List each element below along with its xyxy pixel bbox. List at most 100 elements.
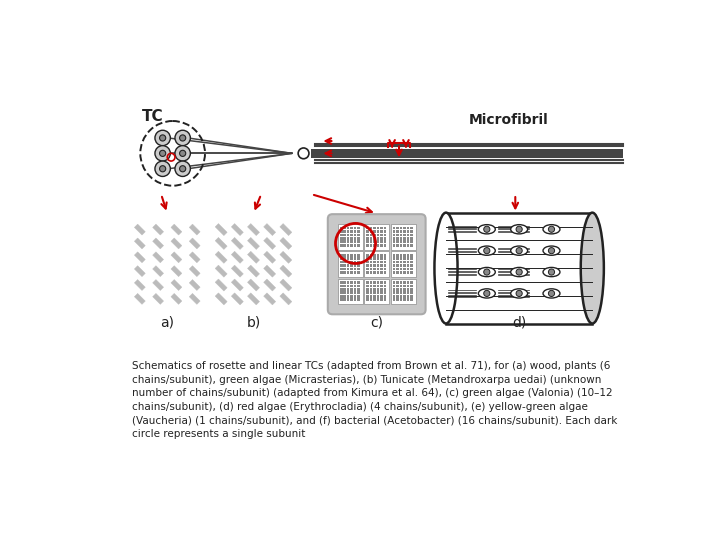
Polygon shape [248, 224, 259, 235]
Bar [403, 234, 406, 237]
Bar [357, 230, 360, 233]
Bar [343, 237, 346, 240]
Bar [370, 299, 372, 301]
Bar [347, 261, 349, 264]
Bar [392, 257, 395, 260]
Bar [370, 254, 372, 256]
Bar [407, 281, 409, 284]
Bar [396, 288, 399, 291]
Bar [400, 227, 402, 229]
Bar [384, 292, 387, 294]
Bar [340, 285, 343, 287]
Bar [377, 299, 379, 301]
Bar [384, 264, 387, 267]
Bar [340, 261, 343, 264]
Bar [347, 254, 349, 256]
Bar [347, 292, 349, 294]
Ellipse shape [543, 267, 560, 276]
Polygon shape [215, 265, 227, 277]
Bar [400, 230, 402, 233]
Bar [392, 230, 395, 233]
Bar [403, 288, 406, 291]
Circle shape [516, 247, 522, 254]
Bar [392, 271, 395, 274]
Bar [380, 285, 383, 287]
Polygon shape [231, 293, 243, 305]
Bar [373, 285, 376, 287]
Bar [396, 285, 399, 287]
Bar [384, 271, 387, 274]
Bar [392, 227, 395, 229]
Bar [384, 257, 387, 260]
Bar [373, 292, 376, 294]
Circle shape [179, 150, 186, 157]
Polygon shape [153, 293, 163, 305]
Polygon shape [280, 279, 292, 291]
Bar [340, 268, 343, 271]
Bar [354, 264, 356, 267]
Bar [396, 292, 399, 294]
Bar [370, 237, 372, 240]
Bar [407, 234, 409, 237]
Bar [396, 240, 399, 243]
Bar [370, 264, 372, 267]
Bar [357, 234, 360, 237]
Bar [354, 285, 356, 287]
Bar [377, 261, 379, 264]
Bar [340, 227, 343, 229]
Bar [384, 299, 387, 301]
Polygon shape [231, 251, 243, 264]
Bar [377, 292, 379, 294]
Bar [347, 295, 349, 298]
Polygon shape [264, 293, 276, 305]
Bar [377, 254, 379, 256]
Bar [370, 292, 372, 294]
Bar [403, 264, 406, 267]
Bar [396, 299, 399, 301]
Bar [396, 268, 399, 271]
Bar [403, 240, 406, 243]
Bar [407, 257, 409, 260]
Bar [350, 227, 353, 229]
Polygon shape [264, 238, 276, 249]
Bar [354, 295, 356, 298]
Circle shape [484, 291, 490, 296]
Bar [377, 271, 379, 274]
Bar [392, 264, 395, 267]
Bar [347, 244, 349, 247]
Bar [343, 295, 346, 298]
Bar [366, 240, 369, 243]
Bar [384, 288, 387, 291]
Circle shape [179, 135, 186, 141]
Bar [340, 281, 343, 284]
Polygon shape [280, 251, 292, 264]
Bar [377, 281, 379, 284]
Bar [354, 268, 356, 271]
Polygon shape [153, 266, 163, 276]
Bar [340, 299, 343, 301]
Bar [373, 299, 376, 301]
Bar [384, 281, 387, 284]
Bar [396, 257, 399, 260]
Bar [396, 295, 399, 298]
Bar [343, 264, 346, 267]
Circle shape [155, 130, 171, 146]
Bar [366, 268, 369, 271]
Polygon shape [248, 238, 259, 249]
Bar [407, 227, 409, 229]
Bar [373, 271, 376, 274]
Bar [338, 224, 363, 250]
Bar [340, 244, 343, 247]
Bar [384, 230, 387, 233]
Bar [343, 254, 346, 256]
Bar [400, 285, 402, 287]
Bar [384, 254, 387, 256]
Polygon shape [171, 252, 182, 263]
Bar [410, 268, 413, 271]
Bar [366, 288, 369, 291]
Polygon shape [248, 293, 259, 305]
Bar [373, 288, 376, 291]
Circle shape [175, 146, 190, 161]
Bar [357, 240, 360, 243]
Bar [340, 292, 343, 294]
